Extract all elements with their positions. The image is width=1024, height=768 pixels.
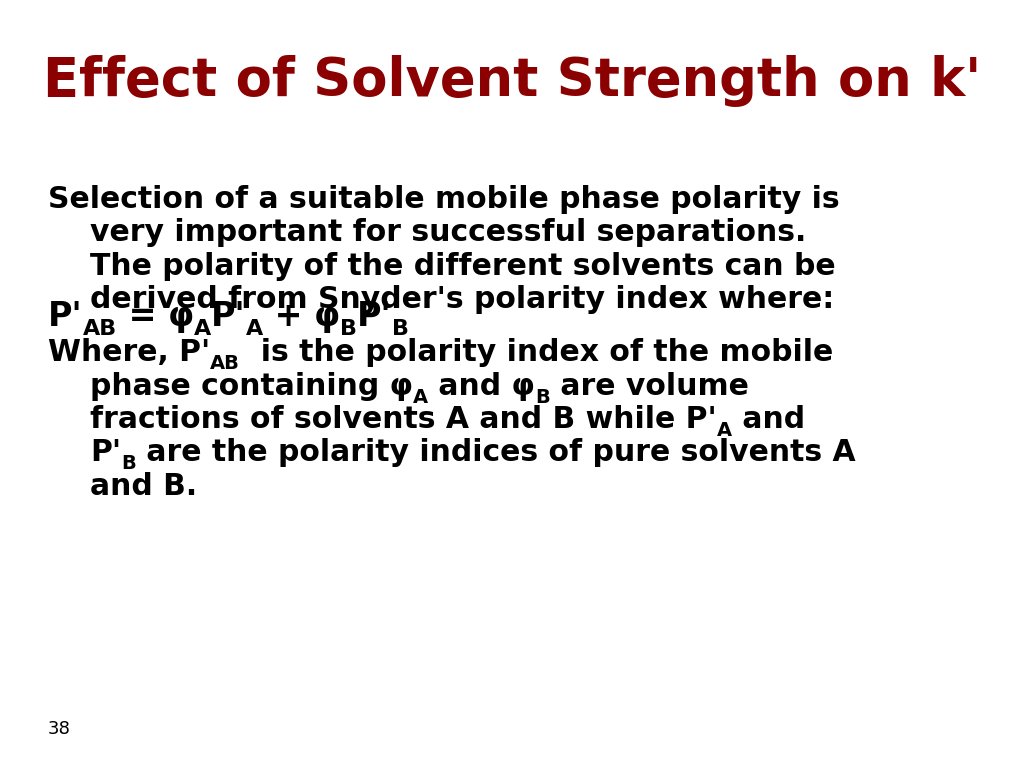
Text: + φ: + φ: [263, 300, 340, 333]
Text: very important for successful separations.: very important for successful separation…: [90, 218, 806, 247]
Text: Where, P': Where, P': [48, 338, 210, 367]
Text: B: B: [392, 319, 409, 339]
Text: The polarity of the different solvents can be: The polarity of the different solvents c…: [90, 252, 836, 280]
Text: fractions of solvents A and B while P': fractions of solvents A and B while P': [90, 405, 717, 434]
Text: P': P': [90, 439, 121, 467]
Text: are volume: are volume: [550, 372, 749, 401]
Text: and B.: and B.: [90, 472, 198, 501]
Text: A: A: [246, 319, 263, 339]
Text: A: A: [717, 421, 732, 440]
Text: = φ: = φ: [117, 300, 194, 333]
Text: AB: AB: [83, 319, 117, 339]
Text: A: A: [413, 388, 428, 407]
Text: 38: 38: [48, 720, 71, 738]
Text: phase containing φ: phase containing φ: [90, 372, 413, 401]
Text: B: B: [535, 388, 550, 407]
Text: and: and: [732, 405, 805, 434]
Text: is the polarity index of the mobile: is the polarity index of the mobile: [240, 338, 834, 367]
Text: P': P': [211, 300, 246, 333]
Text: A: A: [194, 319, 211, 339]
Text: B: B: [340, 319, 357, 339]
Text: Selection of a suitable mobile phase polarity is: Selection of a suitable mobile phase pol…: [48, 185, 840, 214]
Text: P': P': [357, 300, 392, 333]
Text: Effect of Solvent Strength on k': Effect of Solvent Strength on k': [43, 55, 981, 107]
Text: AB: AB: [210, 355, 240, 373]
Text: P': P': [48, 300, 83, 333]
Text: derived from Snyder's polarity index where:: derived from Snyder's polarity index whe…: [90, 285, 835, 314]
Text: are the polarity indices of pure solvents A: are the polarity indices of pure solvent…: [136, 439, 855, 467]
Text: and φ: and φ: [428, 372, 535, 401]
Text: B: B: [121, 455, 136, 473]
